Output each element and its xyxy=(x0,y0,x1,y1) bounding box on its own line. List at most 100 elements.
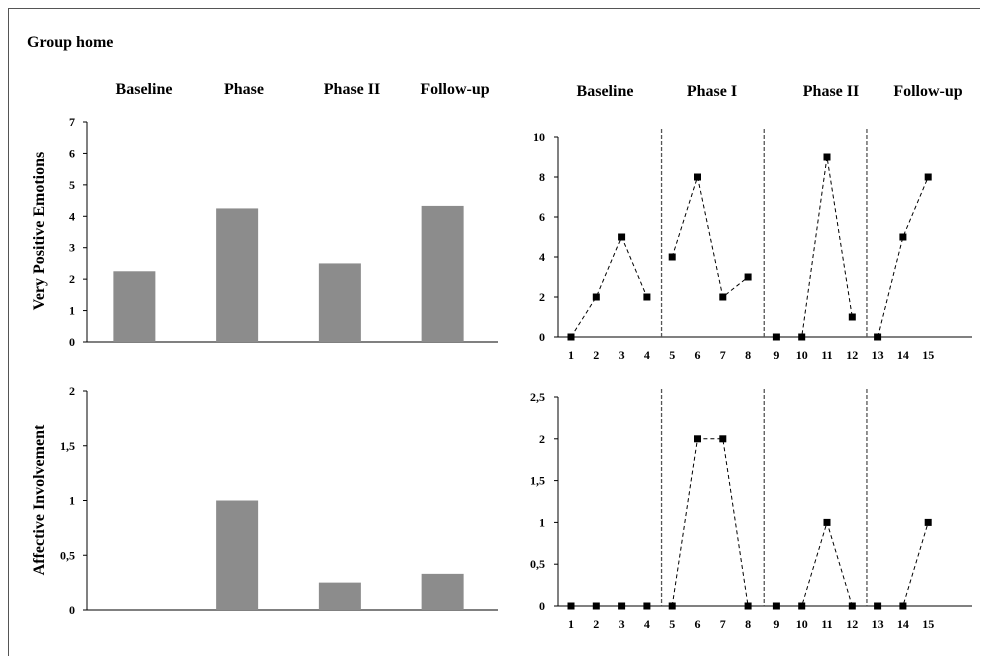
x-tick-label: 4 xyxy=(644,348,650,362)
top-left-y-axis-label: Very Positive Emotions xyxy=(31,152,48,311)
x-tick-label: 13 xyxy=(872,348,884,362)
data-point-marker xyxy=(668,602,676,610)
data-point-marker xyxy=(823,518,831,526)
right-phase-label-follow-up: Follow-up xyxy=(893,83,962,100)
bar xyxy=(216,500,259,610)
y-tick-label: 1 xyxy=(69,304,75,318)
x-tick-label: 9 xyxy=(773,617,779,631)
data-point-marker xyxy=(798,602,806,610)
x-tick-label: 6 xyxy=(695,348,701,362)
x-tick-label: 5 xyxy=(669,617,675,631)
y-tick-label: 1 xyxy=(539,515,545,529)
x-tick-label: 15 xyxy=(922,617,934,631)
data-point-marker xyxy=(744,273,752,281)
y-tick-label: 2 xyxy=(539,432,545,446)
data-point-marker xyxy=(899,602,907,610)
figure-title: Group home xyxy=(27,34,113,51)
x-tick-label: 13 xyxy=(872,617,884,631)
y-tick-label: 3 xyxy=(69,241,75,255)
left-phase-label-follow-up: Follow-up xyxy=(420,81,489,98)
x-tick-label: 3 xyxy=(619,348,625,362)
series-line-segment xyxy=(877,176,929,338)
x-tick-label: 4 xyxy=(644,617,650,631)
x-tick-label: 11 xyxy=(821,348,832,362)
data-point-marker xyxy=(744,602,752,610)
series-line-segment xyxy=(877,522,929,607)
y-tick-label: 7 xyxy=(69,115,75,129)
data-point-marker xyxy=(823,153,831,161)
y-tick-label: 0 xyxy=(69,335,75,349)
series-line-segment xyxy=(671,438,749,607)
data-point-marker xyxy=(719,293,727,301)
y-tick-label: 5 xyxy=(69,178,75,192)
data-point-marker xyxy=(874,602,882,610)
x-tick-label: 8 xyxy=(745,617,751,631)
x-tick-label: 6 xyxy=(695,617,701,631)
y-tick-label: 2 xyxy=(69,384,75,398)
data-point-marker xyxy=(643,293,651,301)
data-point-marker xyxy=(924,173,932,181)
y-tick-label: 2 xyxy=(539,290,545,304)
right-phase-header: Baseline Phase I Phase II Follow-up xyxy=(577,83,963,100)
series-line-segment xyxy=(776,156,853,338)
data-point-marker xyxy=(848,602,856,610)
left-phase-header: Baseline Phase Phase II Follow-up xyxy=(116,81,490,98)
data-point-marker xyxy=(694,435,701,443)
y-tick-label: 2 xyxy=(69,272,75,286)
y-tick-label: 1,5 xyxy=(530,474,545,488)
data-point-marker xyxy=(567,602,575,610)
y-tick-label: 8 xyxy=(539,170,545,184)
x-tick-label: 14 xyxy=(897,348,909,362)
x-tick-label: 2 xyxy=(593,348,599,362)
left-phase-label-baseline: Baseline xyxy=(116,81,173,98)
left-phase-label-phase-ii: Phase II xyxy=(324,81,380,98)
data-point-marker xyxy=(848,313,856,321)
x-tick-label: 5 xyxy=(669,348,675,362)
data-point-marker xyxy=(592,602,600,610)
series-line-segment xyxy=(776,520,853,607)
y-tick-label: 2,5 xyxy=(530,390,545,404)
figure-frame xyxy=(8,8,980,656)
bar xyxy=(318,263,361,342)
y-tick-label: 6 xyxy=(539,210,545,224)
y-tick-label: 1 xyxy=(69,494,75,508)
data-point-marker xyxy=(924,518,932,526)
data-point-marker xyxy=(798,333,806,341)
bar xyxy=(113,271,156,342)
bottom-left-y-axis-label: Affective Involvement xyxy=(31,424,48,575)
data-point-marker xyxy=(618,602,626,610)
bar xyxy=(216,208,259,342)
right-phase-label-baseline: Baseline xyxy=(577,83,634,100)
bar xyxy=(318,582,361,610)
y-tick-label: 4 xyxy=(69,209,75,223)
data-point-marker xyxy=(643,602,651,610)
x-tick-label: 3 xyxy=(619,617,625,631)
data-point-marker xyxy=(592,293,600,301)
affective-involvement-bar-chart: 0 0,5 1 1,5 2 xyxy=(60,384,498,617)
series-line-segment xyxy=(570,235,648,338)
y-tick-label: 0 xyxy=(69,603,75,617)
x-tick-label: 8 xyxy=(745,348,751,362)
x-tick-label: 15 xyxy=(922,348,934,362)
x-tick-label: 12 xyxy=(846,617,858,631)
y-tick-label: 0,5 xyxy=(60,548,75,562)
data-point-marker xyxy=(668,253,676,261)
x-tick-label: 11 xyxy=(821,617,832,631)
y-tick-label: 10 xyxy=(533,130,545,144)
bar xyxy=(421,573,464,610)
series-line-segment xyxy=(671,175,749,298)
data-point-marker xyxy=(694,173,701,181)
y-tick-label: 0 xyxy=(539,599,545,613)
x-tick-label: 1 xyxy=(568,348,574,362)
bar xyxy=(421,205,464,342)
data-point-marker xyxy=(874,333,882,341)
y-tick-label: 6 xyxy=(69,146,75,160)
data-point-marker xyxy=(618,233,626,241)
left-phase-label-phase: Phase xyxy=(224,81,264,98)
data-point-marker xyxy=(719,435,727,443)
y-tick-label: 4 xyxy=(539,250,545,264)
very-positive-emotions-bar-chart: 0 1 2 3 4 5 6 7 xyxy=(69,115,498,349)
x-tick-label: 12 xyxy=(846,348,858,362)
